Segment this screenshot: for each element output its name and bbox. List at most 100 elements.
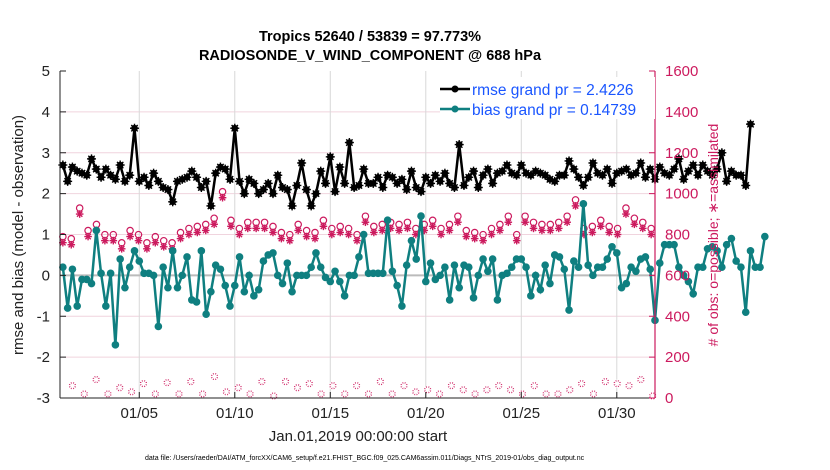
- bias-point: [698, 263, 707, 272]
- rmse-point-star: [741, 180, 751, 190]
- assimilated-obs-marker: [319, 222, 328, 231]
- rmse-point-star: [669, 164, 679, 174]
- assimilated-obs-marker: [344, 230, 353, 239]
- bias-point: [441, 263, 449, 272]
- rmse-point-star: [182, 172, 192, 182]
- assimilated-obs-marker: [605, 228, 613, 237]
- assimilated-obs-marker-low: [281, 377, 290, 386]
- bias-point: [474, 271, 483, 280]
- bias-point: [97, 269, 105, 278]
- assimilated-obs-marker: [596, 222, 605, 231]
- bias-point: [536, 285, 545, 294]
- bias-point: [603, 255, 612, 263]
- bias-point: [302, 271, 311, 280]
- assimilated-obs-marker: [437, 230, 445, 239]
- bias-point: [464, 263, 473, 272]
- rmse-point-star: [674, 154, 684, 164]
- x-tick-label: 01/10: [216, 405, 254, 422]
- assimilated-obs-marker: [311, 234, 319, 243]
- assimilated-obs-marker: [546, 226, 555, 235]
- bias-point: [622, 279, 631, 288]
- assimilated-obs-marker: [176, 234, 185, 243]
- bias-point: [135, 257, 144, 265]
- assimilated-obs-marker: [210, 220, 218, 229]
- bias-point: [383, 216, 392, 224]
- bias-point: [278, 279, 287, 288]
- bias-point: [149, 271, 158, 280]
- assimilated-obs-marker: [328, 230, 336, 239]
- rmse-point-star: [258, 185, 268, 195]
- assimilated-obs-marker-low: [565, 385, 575, 395]
- rmse-point-star: [583, 172, 593, 182]
- assimilated-obs-marker: [529, 224, 538, 233]
- bias-point: [646, 265, 655, 274]
- rmse-point-star: [144, 180, 154, 190]
- assimilated-obs-marker-low: [435, 389, 444, 399]
- bias-point: [379, 269, 387, 278]
- bias-point: [746, 247, 755, 255]
- rmse-point-star: [497, 166, 507, 176]
- assimilated-obs-marker: [294, 226, 302, 235]
- assimilated-obs-marker: [126, 232, 134, 241]
- rmse-point-star: [502, 160, 512, 170]
- y-tick-label: 1: [42, 227, 50, 244]
- assimilated-obs-marker: [84, 232, 92, 241]
- rmse-point-star: [110, 174, 120, 184]
- rmse-point-star: [325, 152, 335, 162]
- assimilated-obs-marker-low: [257, 377, 267, 386]
- data-file-footer: data file: /Users/raeder/DAI/ATM_forcXX/…: [145, 455, 585, 462]
- assimilated-obs-marker-low: [68, 381, 77, 390]
- tick-labels: -3 -2 -1 0 1 2 3 4 5 0 200 400 600 800 1000 1200 1400 160…: [37, 63, 699, 422]
- rmse-point-star: [512, 170, 522, 180]
- bias-point: [455, 283, 464, 292]
- bias-point: [63, 304, 72, 312]
- rmse-point-star: [91, 164, 101, 174]
- assimilated-obs-marker: [487, 230, 496, 239]
- bias-point: [216, 265, 225, 274]
- rmse-point-star: [129, 123, 139, 133]
- rmse-point-star: [201, 176, 211, 186]
- rmse-point-star: [717, 148, 727, 158]
- rmse-point-star: [631, 168, 641, 178]
- rmse-point-star: [344, 138, 354, 148]
- rmse-point-star: [196, 182, 206, 192]
- assimilated-obs-marker-low: [376, 377, 385, 386]
- assimilated-obs-marker: [512, 236, 521, 245]
- bias-point: [450, 261, 459, 269]
- assimilated-obs-marker-low: [91, 375, 101, 384]
- rmse-point-star: [67, 162, 77, 172]
- bias-point: [727, 234, 736, 243]
- y2-tick-label: 600: [665, 267, 690, 284]
- bias-point: [741, 308, 750, 316]
- rmse-point-star: [597, 170, 607, 180]
- assimilated-obs-marker-low: [387, 389, 397, 399]
- rmse-point-star: [373, 172, 383, 182]
- assimilated-obs-marker: [638, 224, 647, 233]
- rmse-point-star: [230, 123, 240, 133]
- rmse-point-star: [120, 176, 130, 186]
- rmse-point-star: [469, 166, 479, 176]
- bias-point: [684, 277, 693, 286]
- bias-point: [655, 259, 664, 267]
- x-tick-label: 01/15: [312, 405, 350, 422]
- bias-point: [121, 283, 129, 292]
- assimilated-obs-marker: [117, 245, 126, 253]
- bias-point: [541, 261, 549, 269]
- assimilated-obs-marker: [353, 236, 361, 245]
- assimilated-obs-marker: [504, 218, 513, 227]
- rmse-point-star: [397, 174, 407, 184]
- x-tick-label: 01/25: [503, 405, 541, 422]
- y-tick-label: -3: [37, 390, 50, 407]
- assimilated-obs-marker-low: [612, 379, 622, 388]
- rmse-point-star: [82, 170, 92, 180]
- rmse-point-star: [58, 160, 68, 170]
- bias-point: [250, 292, 258, 300]
- assimilated-obs-marker-low: [423, 385, 432, 395]
- bias-point: [426, 259, 435, 267]
- assimilated-obs-marker: [378, 226, 387, 235]
- assimilated-obs-marker: [588, 228, 597, 237]
- bias-point: [675, 263, 683, 272]
- rmse-point-star: [139, 172, 149, 182]
- rmse-point-star: [722, 176, 732, 186]
- assimilated-obs-marker: [277, 234, 286, 243]
